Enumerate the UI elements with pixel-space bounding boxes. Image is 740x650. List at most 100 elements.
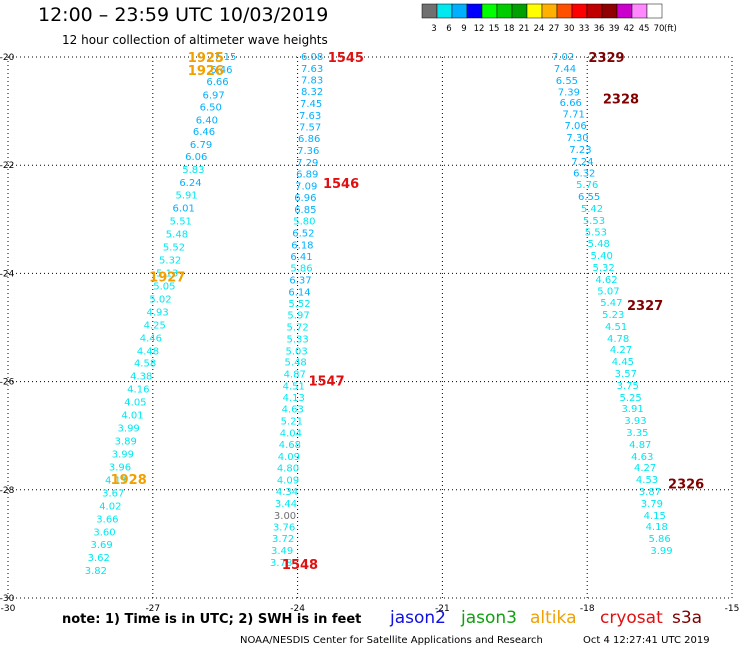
colorbar-label: 9	[461, 24, 466, 34]
wave-height-value: 5.48	[588, 239, 610, 250]
wave-height-value: 7.57	[299, 122, 321, 133]
wave-height-value: 6.89	[296, 169, 318, 180]
chart-title: 12:00 – 23:59 UTC 10/03/2019	[38, 4, 329, 26]
wave-height-value: 6.97	[202, 90, 224, 101]
wave-height-value: 7.15	[214, 52, 236, 63]
wave-height-value: 5.83	[182, 165, 204, 176]
colorbar-label: 27	[549, 24, 560, 34]
wave-height-value: 5.47	[600, 298, 622, 309]
pass-time-label: 1926	[188, 64, 224, 79]
x-tick-label: -21	[435, 604, 450, 614]
colorbar-label: 12	[474, 24, 485, 34]
y-tick-label: -22	[0, 161, 14, 171]
wave-height-value: 7.30	[566, 133, 588, 144]
wave-height-value: 8.32	[301, 87, 323, 98]
wave-height-value: 3.99	[112, 450, 134, 461]
wave-height-value: 3.76	[273, 523, 295, 534]
wave-height-value: 4.53	[636, 475, 658, 486]
wave-height-value: 6.79	[190, 140, 212, 151]
pass-time-label: 1548	[282, 558, 318, 573]
wave-height-value: 4.46	[140, 333, 162, 344]
wave-height-value: 6.37	[289, 275, 311, 286]
wave-height-value: 4.48	[137, 346, 159, 357]
wave-height-value: 3.72	[272, 534, 294, 545]
chart-note: note: 1) Time is in UTC; 2) SWH is in fe…	[62, 612, 362, 627]
chart-axes: -30 -27 -24 -21 -18 -15 -20 -22 -24 -26 -28 -30	[0, 53, 739, 614]
wave-height-value: 3.79	[641, 499, 663, 510]
wave-height-value: 4.58	[134, 359, 156, 370]
wave-height-value: 3.44	[275, 499, 297, 510]
wave-height-value: 6.14	[288, 287, 310, 298]
wave-height-value: 5.86	[290, 264, 312, 275]
wave-height-value: 3.93	[624, 416, 646, 427]
pass-time-label: 1545	[328, 51, 364, 66]
wave-height-value: 4.09	[278, 452, 300, 463]
wave-height-value: 4.18	[646, 522, 668, 533]
wave-height-value: 5.07	[597, 286, 619, 297]
wave-height-value: 3.00	[274, 511, 296, 522]
wave-height-value: 6.08	[301, 52, 323, 63]
pass-time-label: 1547	[308, 375, 344, 390]
wave-height-value: 5.42	[581, 204, 603, 215]
wave-height-value: 4.80	[277, 464, 299, 475]
wave-height-value: 4.27	[634, 463, 656, 474]
wave-height-value: 7.36	[297, 146, 319, 157]
wave-height-value: 4.13	[283, 393, 305, 404]
colorbar-label: 21	[519, 24, 530, 34]
colorbar-swatch	[496, 3, 513, 19]
wave-height-value: 5.03	[286, 346, 308, 357]
wave-height-value: 6.86	[298, 134, 320, 145]
wave-height-value: 4.78	[607, 334, 629, 345]
colorbar-swatch	[481, 3, 498, 19]
wave-height-value: 4.02	[99, 502, 121, 513]
wave-height-value: 4.93	[146, 307, 168, 318]
x-tick-label: -27	[145, 604, 160, 614]
colorbar-swatch	[571, 3, 588, 19]
wave-height-value: 3.66	[96, 515, 118, 526]
wave-height-value: 5.52	[163, 242, 185, 253]
colorbar-swatch	[466, 3, 483, 19]
wave-height-value: 3.96	[109, 463, 131, 474]
colorbar-label: 39	[609, 24, 620, 34]
wave-height-value: 4.68	[279, 440, 301, 451]
wave-height-value: 3.75	[617, 381, 639, 392]
wave-height-value: 7.02	[552, 52, 574, 63]
pass-time-label: 2328	[603, 93, 639, 108]
wave-height-value: 3.87	[639, 487, 661, 498]
pass-time-label: 1546	[323, 177, 359, 192]
wave-height-value: 5.32	[592, 263, 614, 274]
wave-height-value: 5.40	[591, 251, 613, 262]
colorbar-label: 45	[639, 24, 650, 34]
colorbar-label: 18	[504, 24, 515, 34]
wave-height-value: 3.60	[93, 528, 115, 539]
colorbar-unit: (ft)	[664, 24, 677, 34]
wave-height-value: 5.25	[620, 393, 642, 404]
pass-time-label: 1925	[188, 51, 224, 66]
chart-grid	[7, 56, 733, 599]
wave-height-value: 3.89	[115, 437, 137, 448]
wave-height-value: 6.50	[200, 102, 222, 113]
wave-height-value: 4.34	[276, 487, 298, 498]
chart-subtitle: 12 hour collection of altimeter wave hei…	[62, 33, 328, 47]
wave-height-value: 4.38	[130, 372, 152, 383]
wave-height-value: 3.35	[626, 428, 648, 439]
wave-height-value: 3.91	[621, 404, 643, 415]
wave-height-value: 3.99	[650, 546, 672, 557]
colorbar-swatch	[526, 3, 543, 19]
colorbar-label: 36	[594, 24, 605, 34]
colorbar-label: 70	[654, 24, 665, 34]
pass-time-label: 2329	[588, 51, 624, 66]
legend-cryosat: cryosat	[600, 608, 663, 628]
wave-height-value: 7.24	[571, 157, 593, 168]
wave-height-value: 7.09	[295, 181, 317, 192]
wave-height-value: 7.63	[301, 64, 323, 75]
wave-height-value: 5.48	[285, 358, 307, 369]
wave-height-value: 6.46	[210, 65, 232, 76]
wave-height-value: 4.62	[595, 275, 617, 286]
wave-height-value: 6.06	[185, 152, 207, 163]
wave-height-value: 3.78	[270, 558, 292, 569]
colorbar-swatch	[646, 3, 663, 19]
wave-height-value: 5.02	[149, 294, 171, 305]
wave-height-value: 5.05	[153, 281, 175, 292]
colorbar-label: 3	[431, 24, 436, 34]
